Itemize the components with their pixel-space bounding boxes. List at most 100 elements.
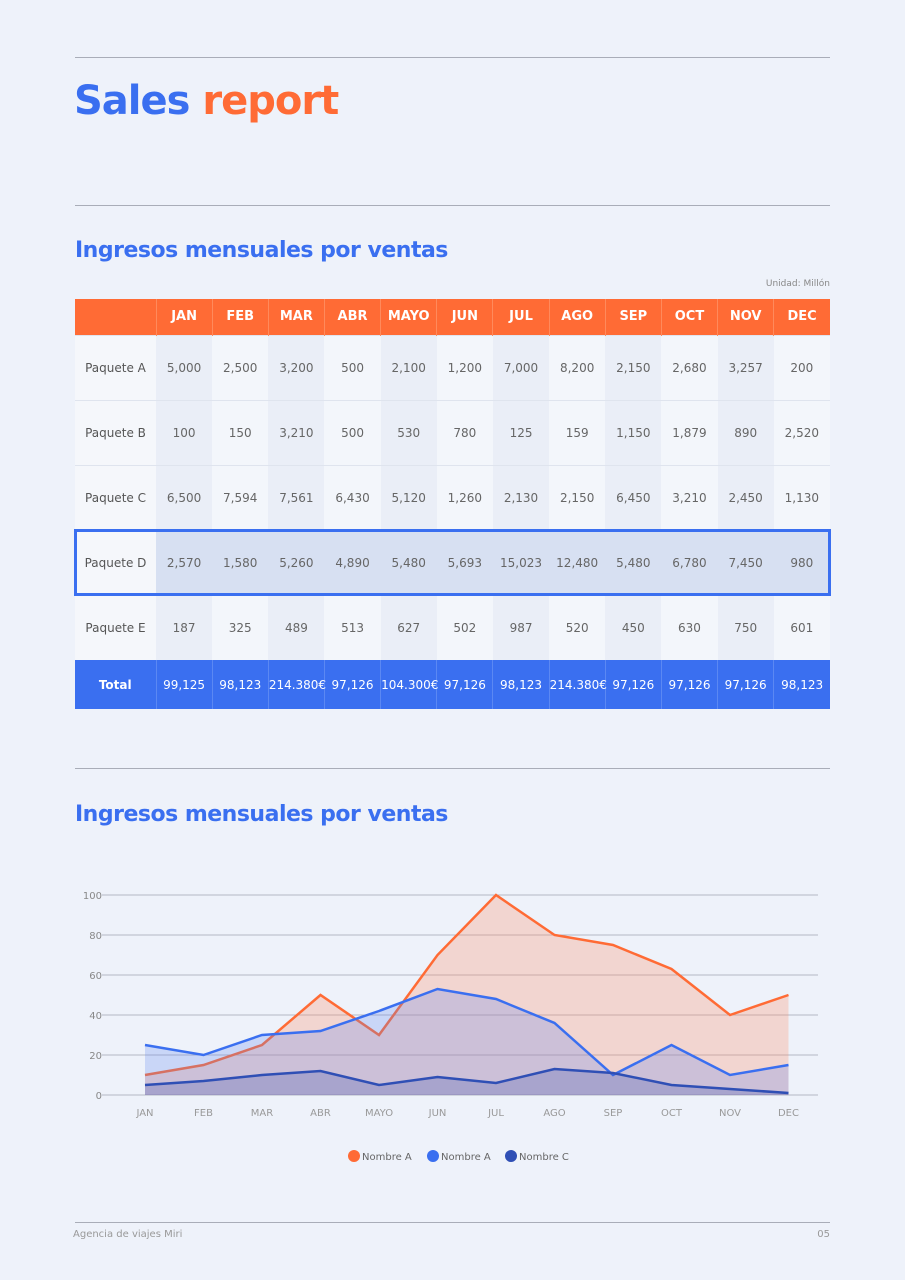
- table-cell: 513: [324, 594, 381, 660]
- table-cell: 2,520: [773, 399, 830, 465]
- divider: [75, 768, 830, 769]
- table-cell: 5,260: [268, 529, 325, 595]
- x-tick-label: MAYO: [365, 1108, 393, 1119]
- total-row: Total 99,125 98,123 214.380€ 97,126 104.300€ 9…: [75, 660, 830, 709]
- legend-marker: [348, 1150, 360, 1162]
- month-header: MAYO: [380, 299, 437, 335]
- x-tick-label: JUN: [428, 1108, 447, 1119]
- table-cell: 7,450: [717, 529, 774, 595]
- table-cell: 15,023: [492, 529, 550, 595]
- top-rule: [75, 57, 830, 58]
- table-cell: 4,890: [324, 529, 381, 595]
- total-label: Total: [75, 660, 156, 709]
- table-cell: 6,430: [324, 464, 381, 530]
- y-tick-label: 40: [89, 1011, 102, 1022]
- page-number: 05: [817, 1229, 830, 1240]
- row-label: Paquete C: [75, 464, 156, 530]
- table-cell: 2,450: [717, 464, 774, 530]
- y-tick-label: 20: [89, 1051, 102, 1062]
- table-cell: 5,120: [380, 464, 437, 530]
- x-tick-label: MAR: [251, 1108, 273, 1119]
- table-cell: 325: [212, 594, 269, 660]
- series-line: [144, 893, 789, 1077]
- unit-label: Unidad: Millón: [765, 279, 830, 289]
- table-cell: 500: [324, 334, 381, 400]
- total-cell: 97,126: [660, 660, 718, 709]
- x-tick-label: SEP: [604, 1108, 623, 1119]
- table-cell: 159: [549, 399, 606, 465]
- x-tick-label: FEB: [194, 1108, 213, 1119]
- table-cell: 7,594: [212, 464, 269, 530]
- table-cell: 500: [324, 399, 381, 465]
- month-header: JAN: [155, 299, 213, 335]
- x-tick-label: OCT: [661, 1108, 683, 1119]
- month-header: DEC: [773, 299, 830, 335]
- table-row: Paquete D 2,570 1,580 5,260 4,890 5,480 5,693 1…: [74, 529, 831, 596]
- table-cell: 6,780: [661, 529, 718, 595]
- table-row: Paquete E 187 325 489 513 627 502 987 520 450 630 7…: [75, 594, 830, 660]
- table-row: Paquete B 100 150 3,210 500 530 780 125 159 1,150…: [75, 399, 830, 465]
- table-cell: 1,200: [436, 334, 493, 400]
- total-cell: 104.300€: [380, 660, 438, 709]
- legend-label: Nombre C: [519, 1152, 569, 1163]
- table-cell: 987: [492, 594, 550, 660]
- y-tick-label: 80: [89, 931, 102, 942]
- table-cell: 7,561: [268, 464, 325, 530]
- table-cell: 627: [380, 594, 437, 660]
- table-cell: 3,257: [717, 334, 774, 400]
- row-label: Paquete E: [75, 594, 156, 660]
- table-cell: 1,580: [212, 529, 269, 595]
- table-cell: 1,150: [605, 399, 662, 465]
- header-blank: [75, 299, 156, 335]
- table-cell: 3,210: [661, 464, 718, 530]
- table-cell: 3,200: [268, 334, 325, 400]
- page-title: Sales report: [74, 78, 339, 124]
- table-cell: 125: [492, 399, 550, 465]
- row-label: Paquete D: [75, 529, 156, 595]
- total-cell: 97,126: [717, 660, 774, 709]
- total-cell: 97,126: [323, 660, 381, 709]
- month-header: OCT: [660, 299, 718, 335]
- y-tick-label: 60: [89, 971, 102, 982]
- month-header: NOV: [717, 299, 774, 335]
- x-tick-label: NOV: [719, 1108, 741, 1119]
- series-line: [144, 1067, 789, 1095]
- table-cell: 2,680: [661, 334, 718, 400]
- month-header: SEP: [604, 299, 662, 335]
- table-cell: 2,150: [549, 464, 606, 530]
- table-cell: 7,000: [492, 334, 550, 400]
- total-cell: 99,125: [155, 660, 213, 709]
- table-row: Paquete A 5,000 2,500 3,200 500 2,100 1,200 7,0…: [75, 334, 830, 400]
- table-cell: 980: [773, 529, 830, 595]
- row-label: Paquete B: [75, 399, 156, 465]
- row-label: Paquete A: [75, 334, 156, 400]
- footer-rule: [75, 1222, 830, 1223]
- table-cell: 5,693: [436, 529, 493, 595]
- title-part1: Sales: [74, 78, 190, 124]
- table-cell: 780: [436, 399, 493, 465]
- legend-marker: [505, 1150, 517, 1162]
- table-cell: 3,210: [268, 399, 325, 465]
- total-cell: 98,123: [492, 660, 550, 709]
- legend-marker: [427, 1150, 439, 1162]
- table-cell: 601: [773, 594, 830, 660]
- total-cell: 97,126: [604, 660, 662, 709]
- table-cell: 450: [605, 594, 662, 660]
- table-cell: 6,450: [605, 464, 662, 530]
- table-cell: 890: [717, 399, 774, 465]
- divider: [75, 205, 830, 206]
- month-header: JUL: [492, 299, 550, 335]
- table-cell: 200: [773, 334, 830, 400]
- table-cell: 1,130: [773, 464, 830, 530]
- area-chart: 0 20 40 60 80 100 JAN FEB MAR ABR MAYO JUN JUL AGO SEP…: [83, 891, 818, 1163]
- month-header: ABR: [323, 299, 381, 335]
- table-cell: 2,150: [605, 334, 662, 400]
- legend-label: Nombre A: [362, 1152, 412, 1163]
- chart-heading: Ingresos mensuales por ventas: [75, 802, 448, 827]
- title-part2: report: [202, 78, 339, 124]
- x-tick-label: AGO: [543, 1108, 565, 1119]
- table-cell: 2,130: [492, 464, 550, 530]
- series-line: [144, 987, 789, 1077]
- total-cell: 98,123: [773, 660, 830, 709]
- table-cell: 630: [661, 594, 718, 660]
